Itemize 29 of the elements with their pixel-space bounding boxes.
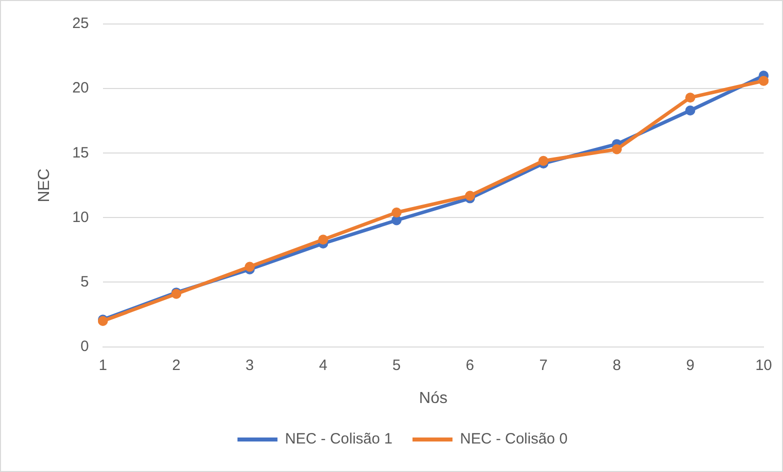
y-tick-label: 5 <box>80 273 89 290</box>
y-axis-title: NEC <box>36 168 54 202</box>
y-tick-label: 20 <box>72 80 89 97</box>
point <box>244 262 255 272</box>
y-tick-label: 25 <box>72 15 89 32</box>
x-tick-label: 6 <box>466 356 474 374</box>
y-tick-label: 10 <box>72 208 89 226</box>
x-tick-label: 1 <box>98 356 108 374</box>
point <box>318 234 328 245</box>
x-tick-label: 9 <box>686 356 694 374</box>
point <box>758 76 769 86</box>
legend-label: NEC - Colisão 1 <box>284 430 393 448</box>
x-axis-title: Nós <box>419 390 448 407</box>
point <box>685 106 696 116</box>
x-tick-label: 2 <box>172 356 180 374</box>
x-tick-label: 5 <box>392 356 401 374</box>
x-tick-label: 4 <box>318 356 328 374</box>
x-tick-label: 7 <box>539 356 548 374</box>
legend-label: NEC - Colisão 0 <box>460 430 568 448</box>
x-tick-label: 3 <box>246 356 254 374</box>
y-tick-label: 15 <box>72 144 89 162</box>
point <box>685 92 696 103</box>
x-tick-label: 10 <box>755 356 772 374</box>
x-tick-label: 8 <box>612 356 621 374</box>
point <box>464 190 475 201</box>
point <box>538 156 548 166</box>
point <box>392 208 402 218</box>
y-tick-label: 0 <box>80 338 89 355</box>
point <box>612 144 622 154</box>
